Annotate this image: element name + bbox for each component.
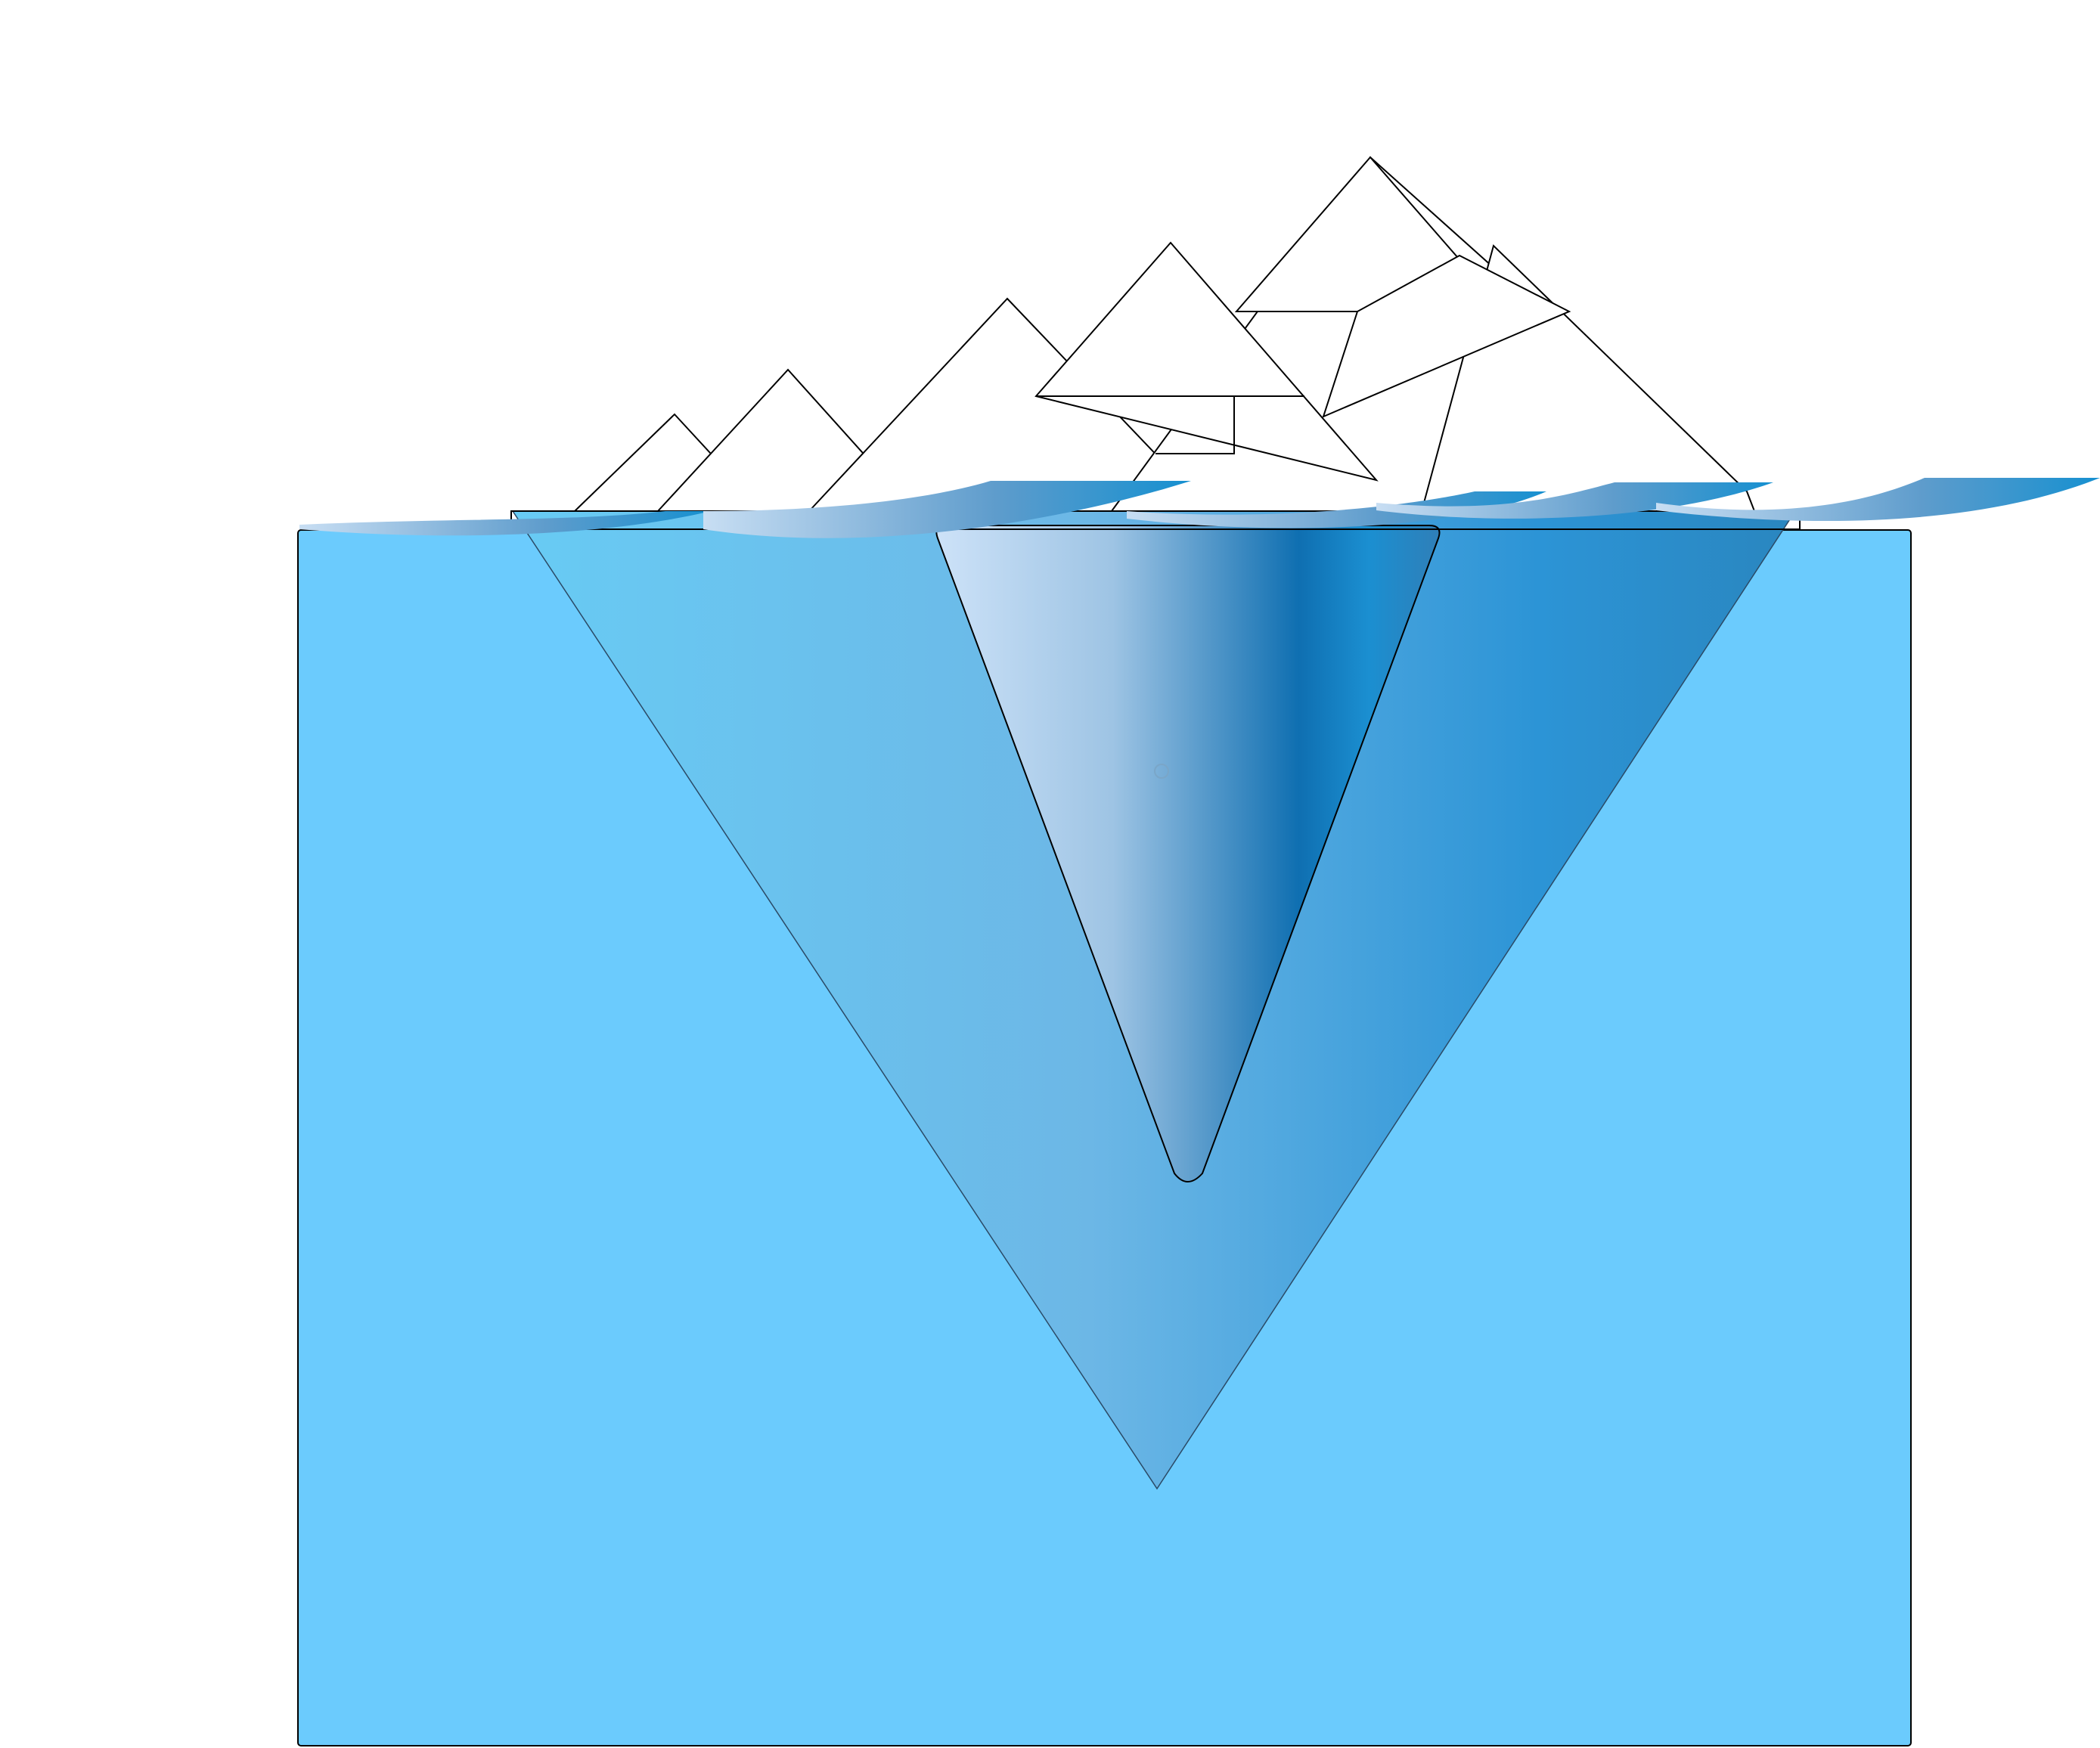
wave-2 <box>703 481 1191 538</box>
peak-mid <box>1034 241 1379 482</box>
wave-4 <box>1376 482 1773 519</box>
iceberg-peaks <box>510 156 1801 530</box>
core-dot <box>1154 764 1169 779</box>
peak-mid-rect <box>1155 396 1235 454</box>
wave-5 <box>1656 478 2100 522</box>
waves <box>299 478 2100 538</box>
peak-facet <box>1322 254 1571 418</box>
wave-1 <box>299 511 711 536</box>
wave-3 <box>1127 491 1546 528</box>
